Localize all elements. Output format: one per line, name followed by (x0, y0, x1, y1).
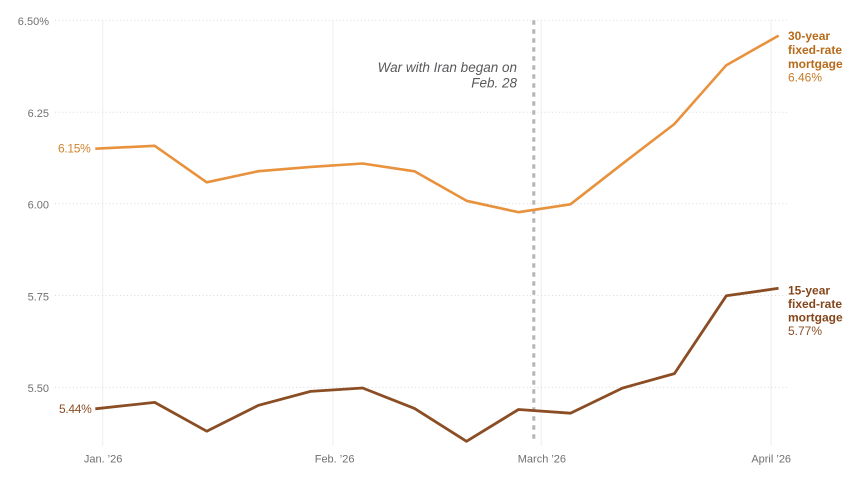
svg-text:5.44%: 5.44% (59, 402, 92, 416)
svg-text:fixed-rate: fixed-rate (788, 297, 842, 311)
svg-text:Feb. ’26: Feb. ’26 (315, 454, 355, 466)
svg-text:30-year: 30-year (788, 29, 830, 43)
svg-text:fixed-rate: fixed-rate (788, 43, 842, 57)
svg-text:Jan. ’26: Jan. ’26 (84, 454, 123, 466)
svg-text:15-year: 15-year (788, 283, 830, 297)
svg-text:6.00: 6.00 (28, 199, 49, 211)
svg-text:6.46%: 6.46% (788, 70, 822, 84)
svg-text:6.50%: 6.50% (18, 16, 49, 28)
svg-text:6.25: 6.25 (28, 108, 49, 120)
svg-text:6.15%: 6.15% (58, 141, 91, 155)
svg-text:Feb. 28: Feb. 28 (471, 76, 517, 91)
svg-text:War with Iran began on: War with Iran began on (378, 60, 517, 75)
svg-text:5.75: 5.75 (28, 291, 49, 303)
svg-text:5.77%: 5.77% (788, 324, 822, 338)
svg-text:mortgage: mortgage (788, 57, 843, 71)
svg-text:March ’26: March ’26 (518, 454, 566, 466)
svg-text:mortgage: mortgage (788, 311, 843, 325)
svg-text:April ’26: April ’26 (751, 454, 791, 466)
svg-text:5.50: 5.50 (28, 383, 49, 395)
